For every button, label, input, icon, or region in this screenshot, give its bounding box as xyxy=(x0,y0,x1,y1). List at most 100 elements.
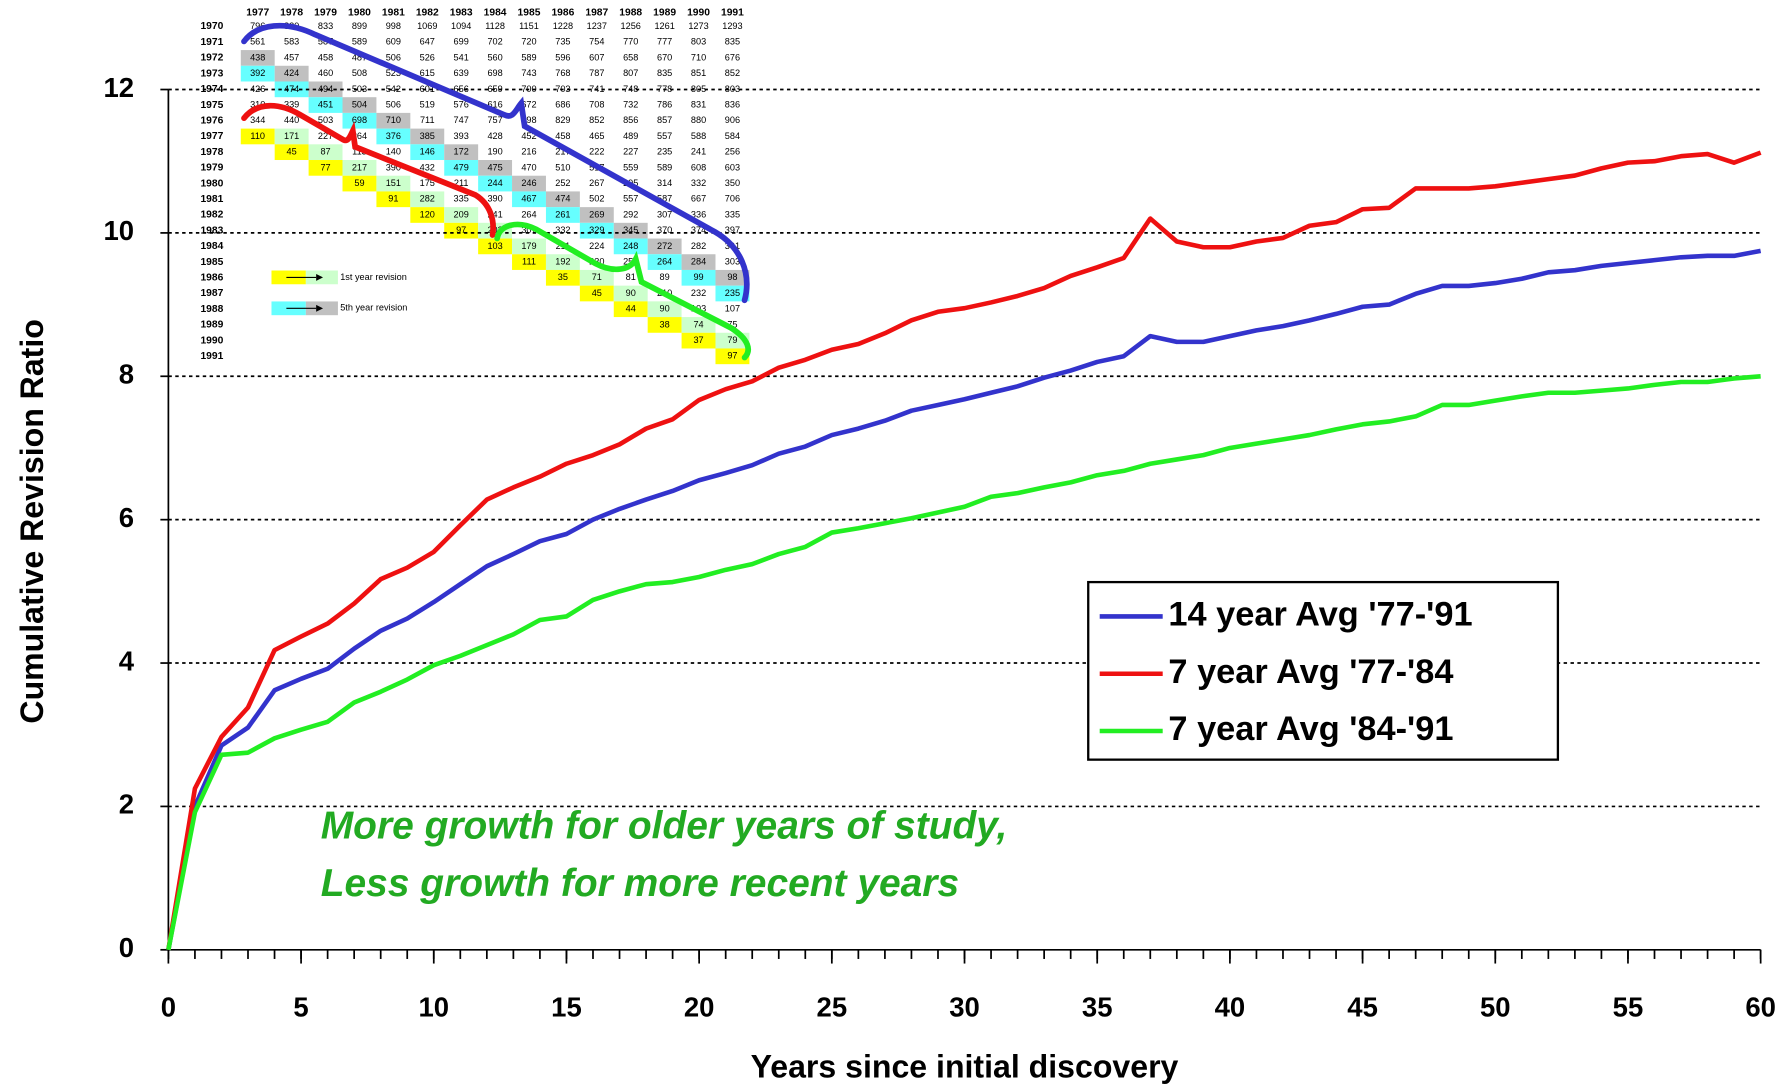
table-cell: 151 xyxy=(386,178,401,188)
table-cell: 376 xyxy=(386,131,401,141)
table-cell: 335 xyxy=(725,209,740,219)
table-cell: 227 xyxy=(318,131,333,141)
table-cell: 720 xyxy=(521,37,536,47)
table-cell: 754 xyxy=(589,37,604,47)
column-header: 1986 xyxy=(551,7,574,18)
table-cell: 335 xyxy=(454,194,469,204)
column-header: 1983 xyxy=(450,7,473,18)
y-tick-label: 8 xyxy=(119,359,134,390)
cell-bg xyxy=(410,144,445,161)
table-cell: 98 xyxy=(727,272,737,282)
table-cell: 81 xyxy=(626,272,636,282)
x-tick-label: 10 xyxy=(418,992,449,1023)
arrow-7yr-new xyxy=(494,221,751,361)
table-cell: 232 xyxy=(691,288,706,298)
table-cell: 79 xyxy=(727,335,737,345)
cell-bg xyxy=(647,254,682,270)
table-cell: 807 xyxy=(623,68,638,78)
cell-bg xyxy=(376,112,411,129)
table-cell: 1151 xyxy=(519,21,539,31)
table-cell: 269 xyxy=(589,209,604,219)
table-cell: 474 xyxy=(555,194,570,204)
table-cell: 589 xyxy=(521,52,536,62)
table-cell: 120 xyxy=(420,209,435,219)
cell-bg xyxy=(274,81,309,98)
table-cell: 557 xyxy=(657,131,672,141)
cell-bg xyxy=(376,175,411,192)
table-cell: 596 xyxy=(555,52,570,62)
row-header: 1977 xyxy=(200,131,223,142)
table-cell: 190 xyxy=(487,147,502,157)
table-cell: 216 xyxy=(521,147,536,157)
table-cell: 222 xyxy=(589,147,604,157)
inset-legend-label: 1st year revision xyxy=(340,272,407,282)
table-cell: 307 xyxy=(521,225,536,235)
cell-bg xyxy=(376,128,411,145)
cell-bg xyxy=(342,97,377,113)
table-cell: 452 xyxy=(521,131,536,141)
cell-bg xyxy=(478,238,513,255)
row-header: 1984 xyxy=(200,241,223,252)
cell-bg xyxy=(715,348,750,365)
cell-bg xyxy=(342,175,377,192)
table-cell: 329 xyxy=(589,225,604,235)
cell-bg xyxy=(681,317,716,333)
table-cell: 432 xyxy=(420,162,435,172)
table-cell: 267 xyxy=(589,178,604,188)
cell-bg xyxy=(579,285,614,302)
y-tick-label: 12 xyxy=(103,72,134,103)
table-cell: 676 xyxy=(725,52,740,62)
table-cell: 292 xyxy=(623,209,638,219)
table-cell: 264 xyxy=(352,131,367,141)
table-cell: 440 xyxy=(284,115,299,125)
column-header: 1988 xyxy=(619,7,642,18)
table-cell: 706 xyxy=(725,194,740,204)
cell-bg xyxy=(681,332,716,349)
cell-bg xyxy=(545,254,580,270)
x-tick-label: 0 xyxy=(161,992,176,1023)
row-header: 1971 xyxy=(200,37,223,48)
table-cell: 831 xyxy=(691,99,706,109)
table-cell: 244 xyxy=(487,178,502,188)
y-tick-label: 2 xyxy=(119,789,134,820)
legend: 14 year Avg '77-'91 7 year Avg '77-'84 7 y… xyxy=(1087,580,1560,761)
inset-arrows xyxy=(241,22,751,361)
y-tick-label: 6 xyxy=(119,502,134,533)
table-cell: 829 xyxy=(555,115,570,125)
cell-bg xyxy=(715,285,750,302)
table-cell: 589 xyxy=(352,37,367,47)
table-cell: 856 xyxy=(623,115,638,125)
row-header: 1985 xyxy=(200,257,223,268)
cell-bg xyxy=(647,238,682,255)
table-cell: 1256 xyxy=(621,21,641,31)
table-cell: 658 xyxy=(623,52,638,62)
cell-bg xyxy=(579,269,614,286)
cell-bg xyxy=(613,301,648,318)
table-cell: 171 xyxy=(284,131,299,141)
row-header: 1987 xyxy=(200,288,223,299)
table-cell: 256 xyxy=(725,147,740,157)
table-cell: 339 xyxy=(284,99,299,109)
table-cell: 743 xyxy=(521,68,536,78)
column-header: 1984 xyxy=(484,7,507,18)
row-header: 1986 xyxy=(200,273,223,284)
table-cell: 209 xyxy=(454,209,469,219)
table-cell: 852 xyxy=(589,115,604,125)
row-header: 1980 xyxy=(200,178,223,189)
table-cell: 698 xyxy=(487,68,502,78)
table-cell: 1237 xyxy=(587,21,607,31)
column-header: 1989 xyxy=(653,7,676,18)
table-cell: 470 xyxy=(521,162,536,172)
row-header: 1978 xyxy=(200,147,223,158)
table-cell: 502 xyxy=(589,194,604,204)
column-header: 1982 xyxy=(416,7,439,18)
cell-bg xyxy=(240,50,275,66)
table-cell: 557 xyxy=(623,194,638,204)
table-cell: 584 xyxy=(725,131,740,141)
row-header: 1983 xyxy=(200,225,223,236)
column-header: 1981 xyxy=(382,7,405,18)
cell-bg xyxy=(342,112,377,129)
table-cell: 1094 xyxy=(451,21,471,31)
table-cell: 786 xyxy=(657,99,672,109)
table-cell: 880 xyxy=(691,115,706,125)
